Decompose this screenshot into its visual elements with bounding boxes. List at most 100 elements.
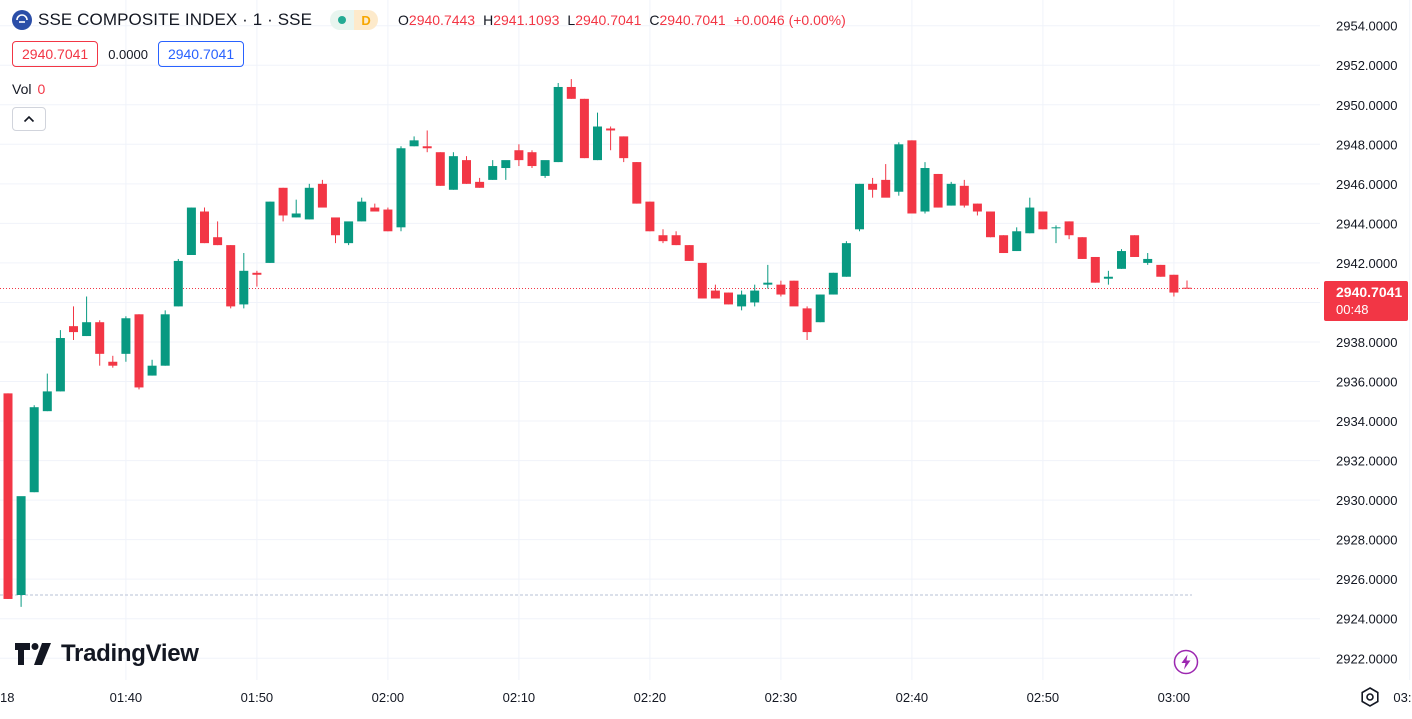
candle[interactable] (737, 290, 747, 311)
candle[interactable] (370, 203, 380, 212)
candle[interactable] (160, 310, 170, 366)
candle[interactable] (553, 83, 563, 163)
candle[interactable] (527, 150, 537, 169)
candle[interactable] (108, 355, 118, 368)
candle[interactable] (29, 405, 39, 493)
candle[interactable] (868, 177, 878, 198)
candle[interactable] (881, 164, 891, 198)
candle[interactable] (724, 292, 733, 305)
candle[interactable] (933, 173, 943, 208)
candle[interactable] (710, 284, 720, 299)
candle[interactable] (920, 162, 930, 214)
candle[interactable] (95, 320, 105, 366)
candle[interactable] (566, 79, 576, 99)
candle[interactable] (475, 177, 485, 188)
candle[interactable] (946, 181, 956, 206)
candle[interactable] (383, 207, 393, 232)
candle[interactable] (894, 142, 904, 196)
candle[interactable] (697, 262, 707, 299)
candle[interactable] (69, 306, 78, 340)
candle[interactable] (1051, 225, 1061, 244)
candle[interactable] (972, 203, 982, 216)
candle[interactable] (226, 245, 236, 309)
candle[interactable] (200, 207, 209, 244)
price-axis[interactable]: 2954.0000 2952.0000 2950.0000 2948.0000 2946… (1336, 19, 1397, 667)
candle[interactable] (1143, 253, 1153, 265)
candle[interactable] (763, 264, 773, 289)
candle[interactable] (42, 373, 52, 412)
candle[interactable] (1156, 264, 1166, 277)
candle[interactable] (501, 160, 511, 180)
candle[interactable] (121, 316, 131, 362)
candle[interactable] (82, 296, 92, 337)
candle[interactable] (1064, 221, 1074, 240)
candle[interactable] (986, 211, 995, 238)
candle[interactable] (344, 221, 354, 246)
buy-price-button[interactable]: 2940.7041 (157, 41, 245, 67)
candle[interactable] (645, 201, 655, 232)
candle[interactable] (448, 152, 458, 190)
candle[interactable] (291, 199, 301, 218)
candle[interactable] (579, 98, 589, 159)
gear-icon[interactable] (1359, 686, 1381, 708)
candle[interactable] (357, 197, 367, 222)
candle[interactable] (802, 306, 812, 340)
candle[interactable] (671, 231, 681, 246)
candle[interactable] (632, 162, 642, 204)
candles[interactable] (3, 79, 1192, 607)
candle[interactable] (1038, 211, 1048, 230)
candle[interactable] (396, 146, 406, 232)
collapse-legend-button[interactable] (12, 107, 46, 131)
candle[interactable] (750, 284, 760, 307)
candle[interactable] (134, 314, 144, 390)
candle[interactable] (462, 156, 471, 184)
candle[interactable] (147, 359, 157, 376)
candle[interactable] (514, 144, 524, 167)
tradingview-brand[interactable]: TradingView (15, 640, 199, 668)
candle[interactable] (422, 130, 432, 153)
candle[interactable] (999, 235, 1009, 254)
candle[interactable] (435, 152, 445, 186)
time-axis[interactable]: 18 01:40 01:50 02:00 02:10 02:20 02:30 02:40 02:… (0, 690, 1412, 705)
candle[interactable] (684, 245, 694, 261)
candle[interactable] (16, 496, 26, 607)
candle[interactable] (959, 179, 969, 208)
candle[interactable] (1012, 227, 1022, 252)
market-status-pill[interactable]: D (330, 10, 379, 30)
candle[interactable] (1169, 274, 1179, 297)
candle[interactable] (1090, 256, 1100, 283)
candle[interactable] (409, 136, 419, 147)
candle[interactable] (1103, 270, 1113, 285)
candle[interactable] (1117, 249, 1126, 269)
candle[interactable] (488, 160, 498, 180)
candle[interactable] (1130, 235, 1140, 257)
candle[interactable] (828, 272, 838, 295)
candle[interactable] (213, 221, 223, 246)
candle[interactable] (173, 258, 183, 307)
candle[interactable] (239, 253, 249, 309)
candle[interactable] (841, 241, 851, 277)
candle[interactable] (855, 183, 864, 232)
candle[interactable] (1025, 197, 1035, 234)
candle[interactable] (593, 112, 602, 161)
candle[interactable] (304, 183, 314, 220)
symbol-title[interactable]: SSE COMPOSITE INDEX · 1 · SSE (38, 10, 313, 29)
candle[interactable] (55, 330, 65, 392)
candle[interactable] (1182, 280, 1192, 289)
candle[interactable] (278, 187, 288, 222)
candle[interactable] (606, 126, 616, 151)
candle[interactable] (265, 201, 275, 263)
candle[interactable] (540, 160, 550, 178)
candle[interactable] (776, 280, 786, 297)
candle[interactable] (3, 393, 13, 599)
sell-price-button[interactable]: 2940.7041 (12, 41, 99, 67)
candle[interactable] (1077, 237, 1087, 259)
candle[interactable] (815, 294, 825, 323)
candle[interactable] (619, 136, 629, 163)
candle[interactable] (789, 280, 799, 307)
candle[interactable] (331, 217, 340, 244)
candle[interactable] (252, 270, 262, 287)
candle[interactable] (317, 179, 327, 208)
flash-icon[interactable] (1173, 649, 1199, 675)
